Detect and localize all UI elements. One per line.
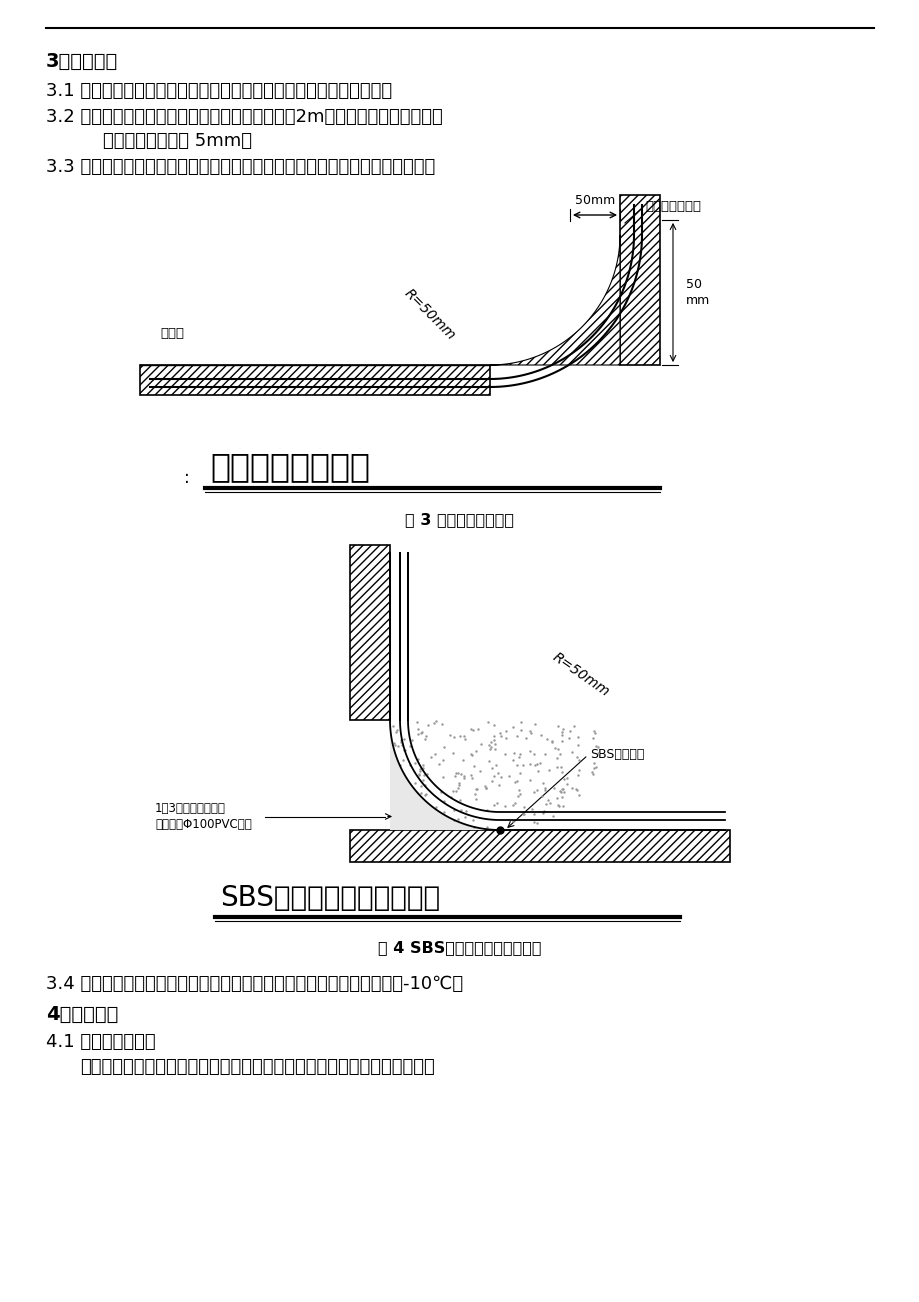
- Text: 图 4 SBS防水卷材基层阴角半径: 图 4 SBS防水卷材基层阴角半径: [378, 940, 541, 954]
- Text: 50mm: 50mm: [574, 194, 615, 207]
- Polygon shape: [349, 546, 390, 720]
- Text: 图 3 防水基层阳角半径: 图 3 防水基层阳角半径: [405, 512, 514, 527]
- Text: SBS防水卷材基层阴角半径: SBS防水卷材基层阴角半径: [220, 884, 439, 911]
- Text: 1：3水泥砂浆压实光: 1：3水泥砂浆压实光: [154, 802, 226, 815]
- Text: 4.1 技术及人员准备: 4.1 技术及人员准备: [46, 1032, 155, 1051]
- Polygon shape: [490, 234, 619, 365]
- Text: 防水基层阳角半径: 防水基层阳角半径: [210, 450, 369, 483]
- Text: R=50mm: R=50mm: [550, 650, 611, 699]
- Text: （用成品Φ100PVC管）: （用成品Φ100PVC管）: [154, 819, 252, 832]
- Polygon shape: [390, 720, 499, 829]
- Text: 防水层: 防水层: [160, 327, 184, 340]
- Text: 最大空隙不得大于 5mm；: 最大空隙不得大于 5mm；: [80, 132, 252, 150]
- Polygon shape: [140, 365, 490, 395]
- Text: 4、施工准备: 4、施工准备: [46, 1005, 119, 1023]
- Text: 3.1 基层必须牢固干净，无积水、无松动、起砂、空鼓、脱皮等缺陷；: 3.1 基层必须牢固干净，无积水、无松动、起砂、空鼓、脱皮等缺陷；: [46, 82, 391, 100]
- Text: :: :: [184, 469, 190, 487]
- Text: 3.4 防水层施工环境气温要求，因该工程采用热溶法，故环境温度不低于-10℃。: 3.4 防水层施工环境气温要求，因该工程采用热溶法，故环境温度不低于-10℃。: [46, 975, 462, 993]
- Polygon shape: [619, 195, 659, 365]
- Text: 3、施工条件: 3、施工条件: [46, 52, 119, 72]
- Text: 50
mm: 50 mm: [686, 279, 709, 306]
- Text: 3.2 基层表面应平整光滑、均匀一致，其平整度用2m直尺检查，面层与直尺间: 3.2 基层表面应平整光滑、均匀一致，其平整度用2m直尺检查，面层与直尺间: [46, 108, 442, 126]
- Polygon shape: [349, 829, 729, 862]
- Text: 此部分用砂浆抹: 此部分用砂浆抹: [644, 201, 700, 214]
- Text: R=50mm: R=50mm: [402, 286, 458, 344]
- Text: SBS防水卷材: SBS防水卷材: [589, 749, 643, 762]
- Text: 施工前应对图纸审核，了解本工程施工图中的防水细部构造和技术要求，并: 施工前应对图纸审核，了解本工程施工图中的防水细部构造和技术要求，并: [80, 1059, 435, 1075]
- Text: 3.3 阴阳角应做成均匀一致，阴角为平整光滑的圆弧，阳角为钗角，如下图示：: 3.3 阴阳角应做成均匀一致，阴角为平整光滑的圆弧，阳角为钗角，如下图示：: [46, 158, 435, 176]
